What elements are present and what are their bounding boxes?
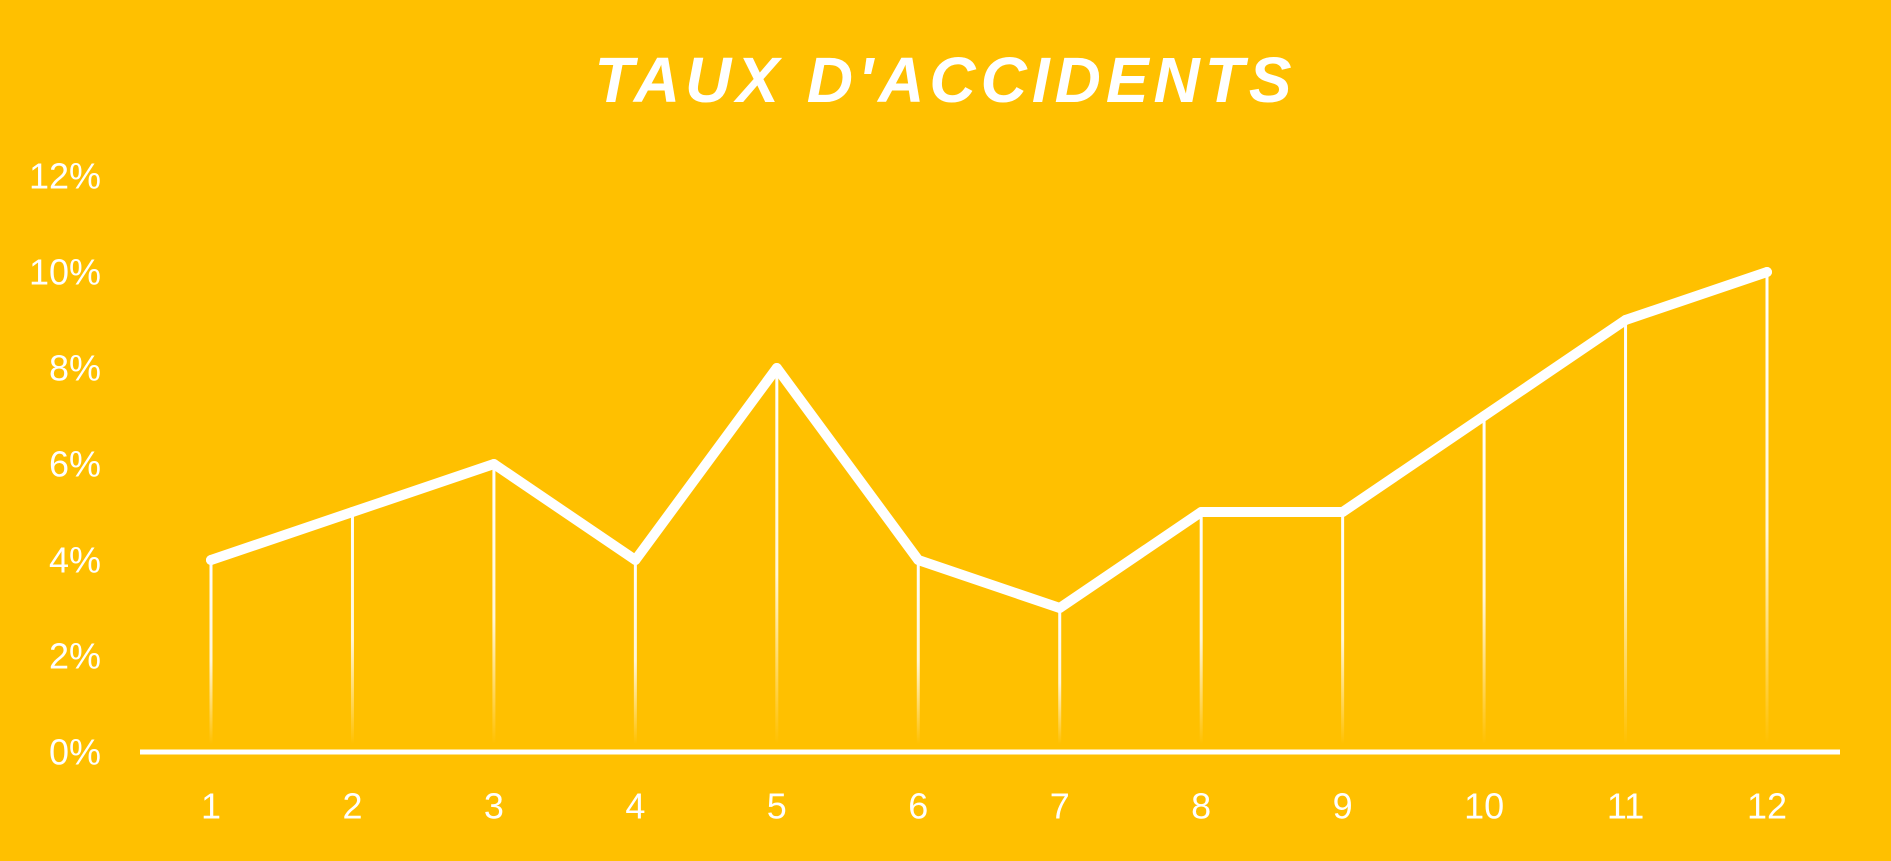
x-tick-label: 7: [1050, 786, 1070, 827]
series-line: [206, 267, 1772, 613]
y-tick-label: 6%: [49, 444, 101, 485]
drop-line: [1482, 416, 1486, 744]
data-point: [347, 507, 358, 517]
y-tick-label: 8%: [49, 348, 101, 389]
x-tick-label: 4: [625, 786, 645, 827]
drop-line: [1765, 272, 1769, 744]
x-tick-label: 12: [1747, 786, 1787, 827]
data-point: [1054, 603, 1065, 613]
drop-line: [350, 512, 354, 744]
x-tick-label: 9: [1333, 786, 1353, 827]
drop-line: [1624, 320, 1628, 744]
x-tick-label: 2: [342, 786, 362, 827]
data-point: [771, 363, 782, 373]
data-point: [1337, 507, 1348, 517]
x-tick-label: 6: [908, 786, 928, 827]
drop-line: [1341, 512, 1345, 744]
drop-line: [1058, 608, 1062, 744]
data-point: [1620, 315, 1631, 325]
drop-line: [916, 560, 920, 744]
data-point: [1762, 267, 1772, 277]
y-tick-label: 0%: [49, 732, 101, 773]
x-axis-tick-labels: 1 2 3 4 5 6 7 8 9 10 11 12: [201, 786, 1787, 827]
data-point: [488, 459, 499, 469]
series-lines: [206, 267, 1772, 613]
drop-line: [209, 560, 213, 744]
data-point: [913, 555, 924, 565]
x-tick-label: 11: [1607, 786, 1644, 827]
y-tick-label: 10%: [29, 252, 101, 293]
drop-line: [1199, 512, 1203, 744]
data-point: [630, 555, 641, 565]
x-tick-label: 10: [1464, 786, 1504, 827]
y-axis-tick-labels: 0% 2% 4% 6% 8% 10% 12%: [29, 156, 101, 773]
x-tick-label: 8: [1191, 786, 1211, 827]
x-tick-label: 3: [484, 786, 504, 827]
drop-line: [775, 368, 779, 744]
x-tick-label: 1: [201, 786, 221, 827]
data-point: [206, 555, 216, 565]
chart-title: TAUX D'ACCIDENTS: [594, 44, 1297, 116]
drop-line: [633, 560, 637, 744]
y-tick-label: 4%: [49, 540, 101, 581]
drop-line: [492, 464, 496, 744]
x-tick-label: 5: [767, 786, 787, 827]
data-point: [1479, 411, 1490, 421]
drop-lines: [209, 272, 1769, 744]
y-tick-label: 12%: [29, 156, 101, 197]
y-tick-label: 2%: [49, 636, 101, 677]
data-point: [1196, 507, 1207, 517]
